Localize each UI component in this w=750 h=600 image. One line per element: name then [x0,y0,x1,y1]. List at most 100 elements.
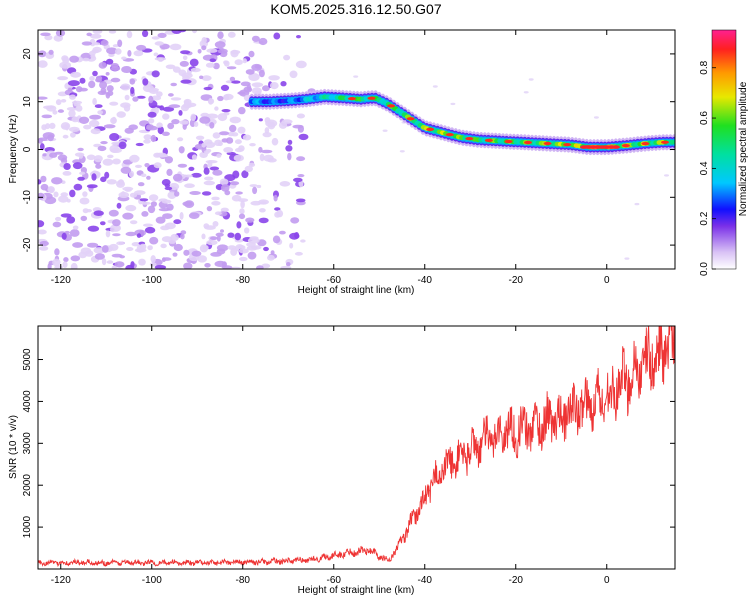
noise-blob [86,209,92,213]
noise-blob [129,78,136,85]
noise-blob [85,250,94,257]
x-tick-label: -20 [509,575,524,586]
noise-blob [190,67,201,73]
noise-blob [214,139,223,146]
noise-blob [188,166,195,171]
noise-blob [77,176,85,181]
noise-blob [169,43,182,51]
noise-blob [67,87,72,92]
noise-blob [89,33,102,39]
noise-blob [290,217,300,224]
y-tick-label: 20 [22,48,33,60]
noise-blob [57,154,68,161]
noise-blob [254,64,261,69]
noise-blob [168,104,181,109]
noise-blob [101,245,109,253]
noise-blob [100,87,107,94]
noise-blob [214,211,222,216]
noise-blob [158,208,171,212]
noise-blob [242,58,247,64]
ridge [248,88,675,156]
noise-blob [295,198,306,203]
noise-blob [86,184,98,189]
noise-blob [180,50,191,55]
noise-blob [130,86,135,95]
noise-blob [92,46,102,53]
noise-blob [106,47,118,55]
snr-plot-area [38,326,675,568]
noise-blob [146,124,154,130]
colorbar-tick-label: 0.0 [699,262,710,276]
noise-speck [432,85,438,88]
noise-blob [86,154,96,161]
noise-blob [262,85,270,92]
noise-blob [209,122,215,129]
noise-blob [68,109,76,118]
noise-blob [170,82,177,87]
noise-blob [42,153,47,157]
noise-blob [209,166,220,171]
x-tick-label: 0 [604,275,610,286]
x-tick-label: -80 [236,575,251,586]
noise-blob [287,152,292,161]
noise-blob [184,174,193,178]
ridge-peak [504,139,513,144]
noise-blob [203,167,210,175]
noise-blob [82,208,89,214]
noise-blob [75,86,83,93]
noise-blob [60,99,67,103]
noise-blob [112,219,121,227]
noise-blob [79,171,86,175]
noise-blob [111,265,117,269]
noise-blob [125,231,137,237]
noise-blob [211,196,220,201]
noise-blob [201,142,206,148]
noise-blob [167,122,175,130]
ridge-peak [426,127,435,131]
noise-blob [151,95,162,101]
x-tick-label: -60 [327,275,342,286]
noise-blob [234,232,242,241]
noise-blob [58,195,69,203]
noise-blob [233,154,244,162]
noise-blob [66,198,71,203]
noise-blob [144,226,156,234]
noise-blob [147,245,153,251]
noise-blob [155,216,166,224]
noise-blob [93,210,104,216]
noise-blob [248,50,255,58]
noise-blob [238,89,250,97]
noise-blob [256,265,264,269]
noise-blob [262,132,272,138]
ridge-peak [524,140,532,145]
noise-blob [234,139,242,145]
noise-blob [164,183,170,188]
noise-blob [267,157,277,163]
noise-blob [269,82,279,90]
noise-speck [450,102,456,106]
noise-blob [214,106,219,111]
y-tick-label: -20 [22,237,33,252]
noise-blob [70,132,76,138]
noise-blob [92,42,101,46]
noise-speck [399,150,405,153]
noise-blob [126,30,133,39]
noise-blob [258,37,268,46]
noise-blob [289,70,298,79]
noise-blob [106,179,117,185]
snr-panel: -120 -100 -80 -60 -40 -20 0 1000 2000 3000 4000 500… [8,325,676,596]
noise-blob [92,97,97,106]
noise-blob [100,176,107,183]
noise-blob [226,137,234,144]
ridge-peak [661,140,669,144]
noise-blob [161,199,172,204]
colorbar-tick-label: 0.2 [699,211,710,225]
noise-blob [170,97,182,101]
noise-blob [105,58,114,65]
noise-blob [116,202,122,209]
noise-blob [256,184,262,189]
noise-blob [142,78,149,86]
noise-blob [232,170,240,179]
noise-blob [62,261,68,268]
